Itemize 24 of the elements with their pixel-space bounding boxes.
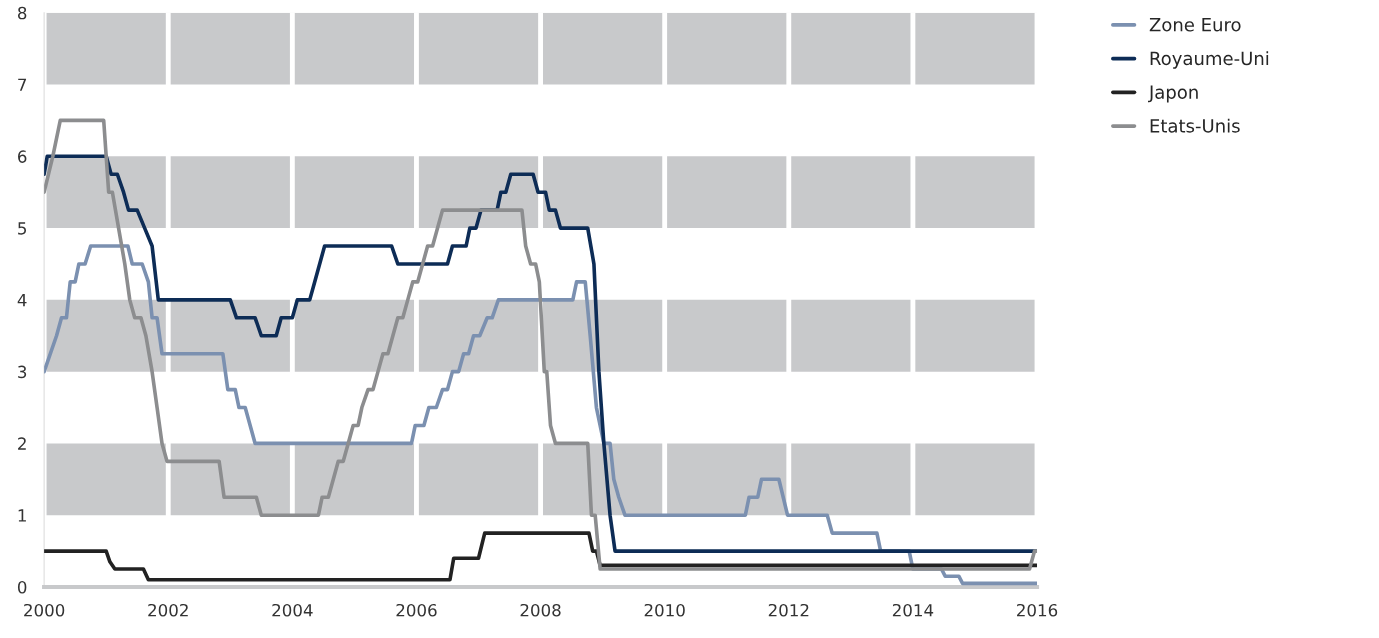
legend-label: Royaume-Uni bbox=[1150, 51, 1269, 69]
y-tick-label: 3 bbox=[18, 365, 27, 379]
x-tick-label: 2012 bbox=[768, 603, 809, 617]
y-tick-label: 2 bbox=[18, 437, 26, 450]
y-tick-label: 5 bbox=[18, 222, 27, 235]
x-tick-label: 2006 bbox=[396, 603, 437, 617]
x-tick-label: 2000 bbox=[24, 603, 65, 617]
x-tick-label: 2010 bbox=[644, 603, 685, 617]
y-tick-label: 1 bbox=[18, 509, 26, 522]
legend-label: Zone Euro bbox=[1149, 18, 1241, 32]
legend-label: Etats-Unis bbox=[1150, 118, 1240, 133]
y-tick-label: 7 bbox=[18, 78, 27, 91]
y-tick-label: 8 bbox=[17, 6, 27, 20]
x-tick-label: 2008 bbox=[520, 603, 561, 617]
x-tick-label: 2004 bbox=[272, 603, 313, 617]
legend-label: Japon bbox=[1148, 85, 1198, 103]
line-series bbox=[44, 531, 1038, 582]
x-tick-label: 2014 bbox=[892, 603, 934, 617]
line-series bbox=[44, 244, 1038, 586]
x-tick-label: 2002 bbox=[148, 603, 188, 617]
x-tick-label: 2016 bbox=[1017, 603, 1058, 617]
y-tick-label: 0 bbox=[17, 580, 27, 594]
y-tick-label: 4 bbox=[17, 294, 27, 307]
y-tick-label: 6 bbox=[18, 150, 27, 163]
